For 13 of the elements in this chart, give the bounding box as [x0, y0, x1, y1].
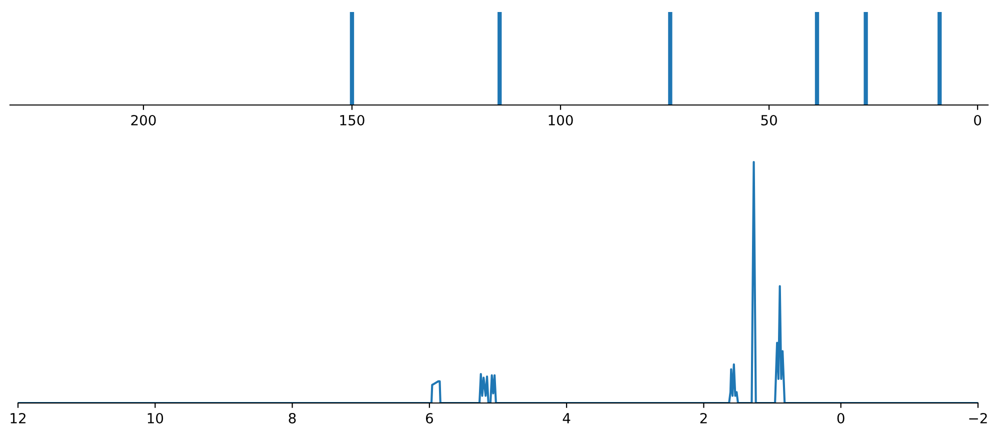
- x-tick-label: 4: [562, 413, 570, 424]
- x-tick-label: 50: [761, 114, 777, 126]
- x-tick-label: −2: [969, 412, 987, 424]
- x-tick-label: 200: [131, 114, 156, 126]
- x-tick-label: 150: [340, 114, 364, 126]
- x-tick-label: 2: [700, 412, 707, 424]
- x-tick-label: 8: [288, 412, 296, 424]
- x-tick-label: 0: [974, 114, 982, 126]
- x-tick-label: 6: [426, 412, 433, 424]
- x-tick-label: 0: [837, 412, 844, 424]
- x-tick-label: 10: [148, 412, 164, 424]
- x-tick-label: 100: [548, 114, 573, 126]
- x-tick-label: 12: [10, 412, 26, 424]
